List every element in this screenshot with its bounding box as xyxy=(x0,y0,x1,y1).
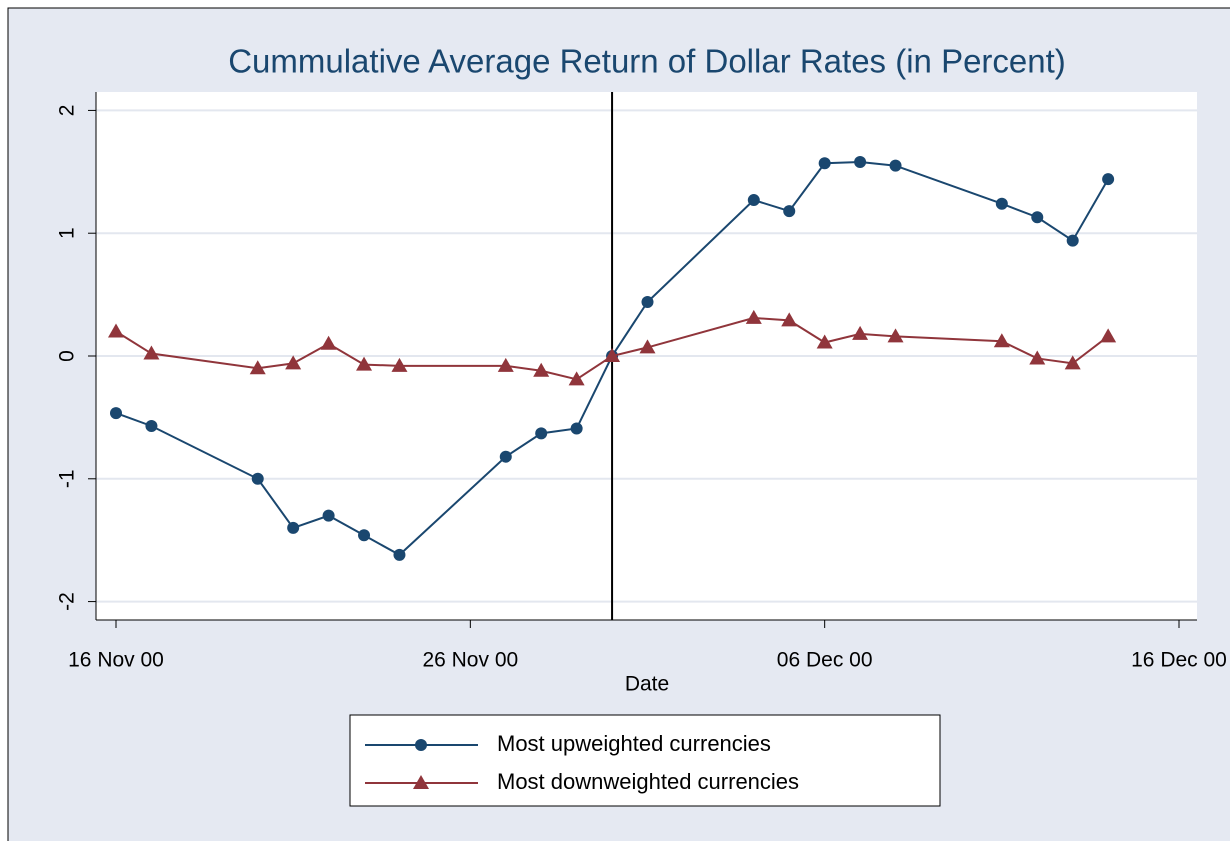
x-tick-label: 16 Dec 00 xyxy=(1131,649,1227,672)
legend-box xyxy=(349,714,941,807)
marker xyxy=(356,356,373,371)
marker xyxy=(322,509,335,522)
marker xyxy=(639,339,656,354)
marker xyxy=(783,205,796,218)
chart-title: Cummulative Average Return of Dollar Rat… xyxy=(228,43,1066,80)
marker xyxy=(745,309,762,324)
marker xyxy=(393,548,406,561)
marker xyxy=(852,325,869,340)
marker xyxy=(1031,211,1044,224)
legend-marker xyxy=(415,739,427,751)
marker xyxy=(1029,350,1046,365)
marker xyxy=(993,333,1010,348)
marker xyxy=(320,335,337,350)
y-tick-label: 0 xyxy=(56,350,79,362)
x-axis-label: Date xyxy=(625,673,669,696)
marker xyxy=(887,328,904,343)
marker xyxy=(251,472,264,485)
legend-label: Most upweighted currencies xyxy=(497,731,771,756)
marker xyxy=(781,312,798,327)
marker xyxy=(1066,234,1079,247)
marker xyxy=(889,159,902,172)
legend-label: Most downweighted currencies xyxy=(497,769,799,794)
marker xyxy=(816,334,833,349)
marker xyxy=(747,194,760,207)
marker xyxy=(287,521,300,534)
marker xyxy=(818,157,831,170)
marker xyxy=(391,357,408,372)
marker xyxy=(854,155,867,168)
marker xyxy=(110,407,122,420)
marker xyxy=(145,419,158,432)
marker xyxy=(358,529,371,542)
marker xyxy=(535,427,548,440)
legend-marker xyxy=(413,775,429,789)
y-tick-label: 1 xyxy=(56,227,79,239)
y-tick-label: -1 xyxy=(56,469,79,488)
y-tick-label: -2 xyxy=(56,592,79,611)
marker xyxy=(285,355,302,370)
marker xyxy=(604,348,621,362)
y-tick-label: 2 xyxy=(56,105,79,117)
marker xyxy=(995,197,1008,210)
marker xyxy=(568,371,585,386)
marker xyxy=(108,323,124,338)
x-tick-label: 16 Nov 00 xyxy=(68,649,164,672)
marker xyxy=(641,295,654,308)
x-tick-label: 26 Nov 00 xyxy=(422,649,518,672)
marker xyxy=(1064,355,1081,370)
marker xyxy=(497,357,514,372)
marker xyxy=(249,360,266,375)
marker xyxy=(570,422,583,435)
x-tick-label: 06 Dec 00 xyxy=(777,649,873,672)
marker xyxy=(1102,173,1115,186)
marker xyxy=(499,450,512,463)
marker xyxy=(1100,328,1117,343)
marker xyxy=(533,362,550,377)
marker xyxy=(143,345,160,360)
